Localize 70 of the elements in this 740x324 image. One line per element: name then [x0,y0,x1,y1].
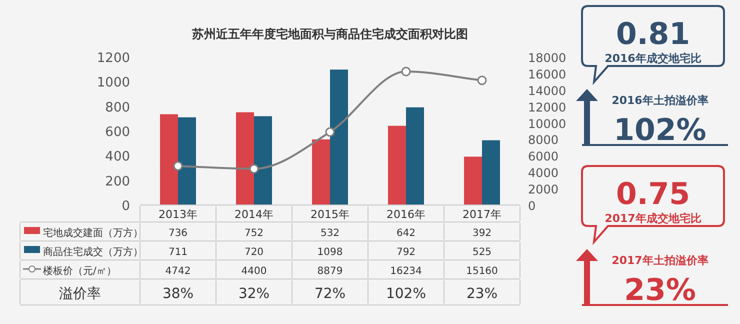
y-tick-label: 800 [105,100,130,116]
y-tick-label: 1200 [96,51,130,66]
data-label: 1098 [317,247,343,258]
text: 2017年成交地宅比 [604,212,702,225]
data-label: 16234 [390,266,422,277]
data-label: 642 [396,228,416,239]
bar [388,126,406,205]
data-label: 736 [168,228,188,239]
data-label: 4742 [165,266,191,277]
bar [236,112,254,205]
text: 溢价率 [59,286,101,302]
y2-tick-label: 12000 [528,100,566,114]
bar [178,117,196,205]
legend-label: 商品住宅成交（万方） [43,246,143,258]
chart-title: 苏州近五年年度宅地面积与商品住宅成交面积对比图 [191,27,468,41]
text: 2016年成交地宅比 [604,52,702,65]
text: 32% [238,286,270,302]
bar [160,114,178,205]
text: 38% [162,286,194,302]
data-label: 4400 [241,266,267,277]
text: 2016年土拍溢价率 [612,94,708,107]
y2-tick-label: 14000 [528,84,566,98]
y-tick-label: 200 [105,174,130,190]
bar [406,107,424,205]
y-tick-label: 0 [122,199,130,214]
data-label: 392 [472,228,492,239]
y2-tick-label: 18000 [528,51,566,65]
x-tick-label: 2016年 [386,208,426,221]
y2-tick-label: 10000 [528,116,566,131]
text: 0.75 [616,177,690,212]
y2-tick-label: 8000 [528,133,559,148]
text: 102% [386,286,426,302]
data-label: 8879 [317,266,343,277]
y2-tick-label: 16000 [528,67,566,82]
legend-label: 楼板价（元/㎡） [43,265,116,277]
data-label: 532 [320,228,340,239]
y-tick-label: 600 [105,125,130,140]
data-label: 720 [244,247,264,258]
y2-tick-label: 0 [528,199,536,213]
point [249,164,259,174]
x-tick-label: 2015年 [310,208,350,221]
text: 2017年土拍溢价率 [612,254,708,267]
bar [482,140,500,205]
point [401,66,411,76]
y2-tick-label: 2000 [528,182,559,197]
point [173,161,183,171]
data-label: 15160 [466,266,498,277]
y2-tick-label: 4000 [528,166,559,180]
point [477,76,487,86]
x-tick-label: 2017年 [462,208,502,221]
data-label: 752 [244,228,264,239]
x-tick-label: 2014年 [234,208,274,221]
text: 102% [614,113,706,148]
bar [464,156,482,205]
text: 23% [624,273,696,308]
y-tick-label: 1000 [96,76,130,91]
x-tick-label: 2013年 [158,208,198,221]
text: 23% [466,286,498,302]
bar [312,139,330,205]
bar [254,116,272,205]
y2-tick-label: 6000 [528,150,559,164]
y-tick-label: 400 [105,150,130,165]
point [325,127,335,137]
bar [330,70,348,205]
data-label: 711 [168,247,188,258]
text: 72% [314,286,346,302]
legend-label: 宅地成交建面（万方） [43,227,143,239]
data-label: 525 [472,247,492,258]
data-label: 792 [396,247,416,258]
text: 0.81 [616,17,690,52]
